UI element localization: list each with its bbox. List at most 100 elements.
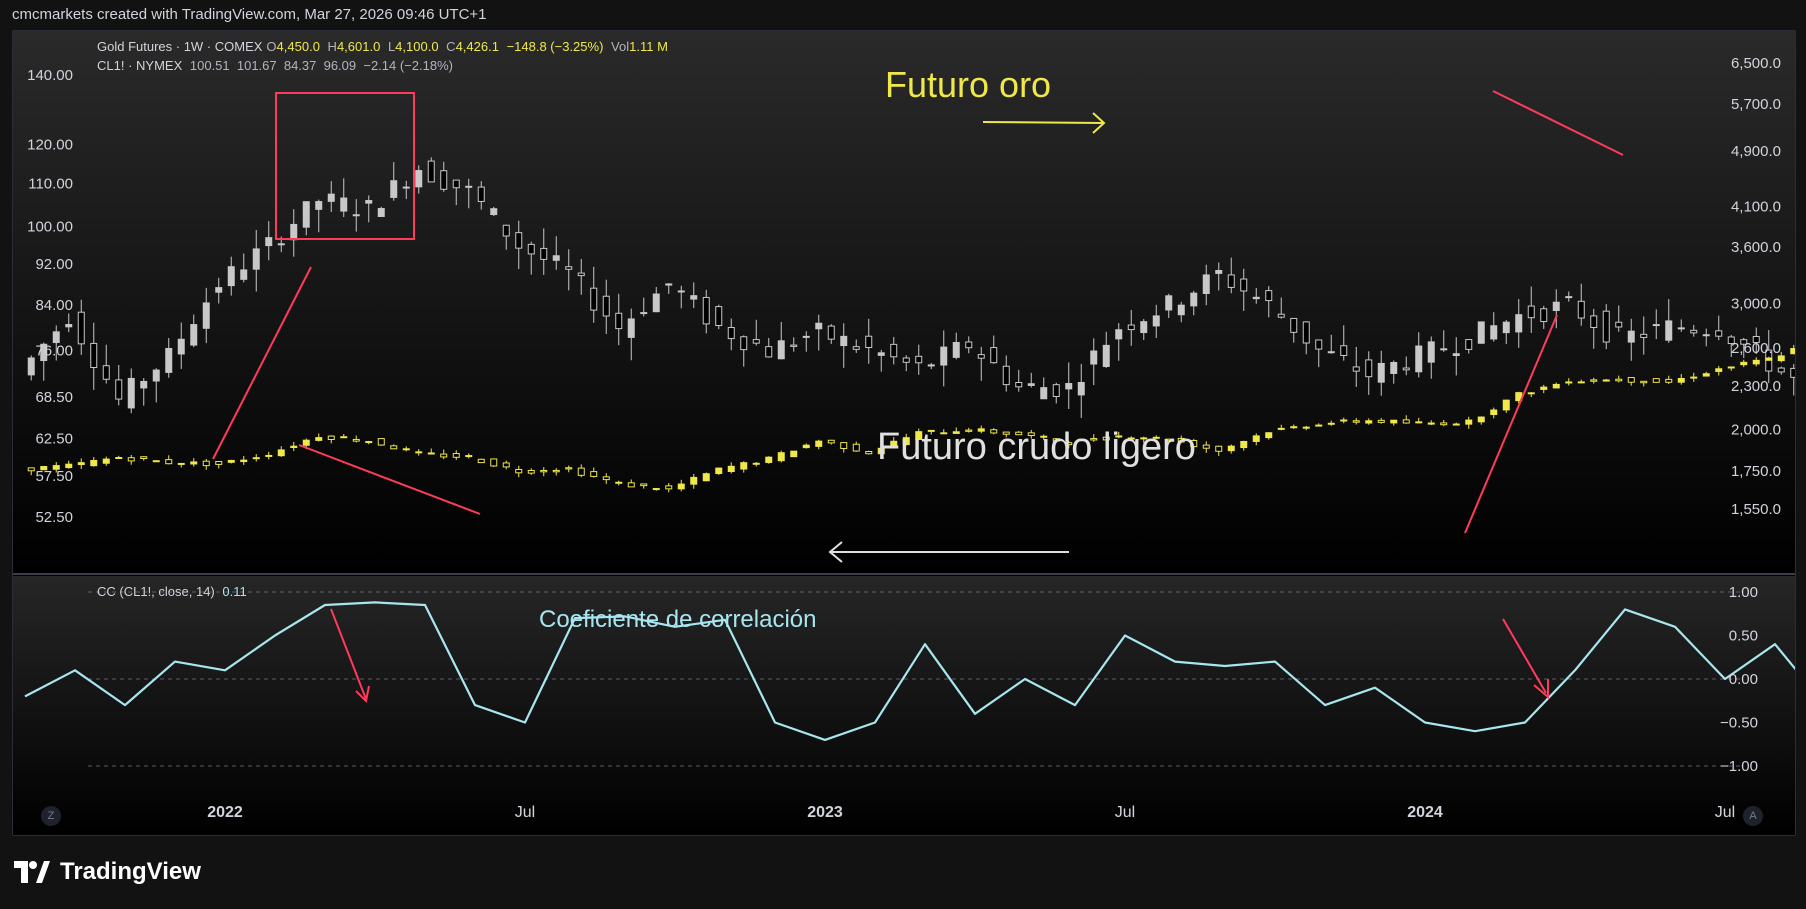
- candle-body: [990, 347, 998, 364]
- candle-body: [765, 456, 773, 463]
- chart-canvas[interactable]: 1.00 0.50 0.00 −0.50 −1.00 140.00 120.00 110.0…: [13, 31, 1795, 835]
- candle-body: [40, 343, 48, 362]
- candle-body: [1277, 313, 1285, 318]
- crude-candle: [1615, 305, 1623, 332]
- crude-candle: [340, 178, 348, 218]
- crude-candle: [1552, 289, 1560, 329]
- candle-body: [577, 467, 585, 476]
- gold-candle: [1390, 419, 1398, 426]
- crude-candle: [1752, 327, 1760, 355]
- crude-candle: [940, 330, 948, 387]
- candle-body: [977, 354, 985, 359]
- cc-y-tick-label: 0.00: [1729, 671, 1758, 688]
- candle-body: [590, 471, 598, 477]
- gold-volume: 1.11 M: [629, 39, 668, 54]
- candle-body: [65, 463, 73, 469]
- crude-candle: [1452, 337, 1460, 376]
- candle-body: [1690, 329, 1698, 334]
- candle-body: [402, 448, 410, 451]
- crude-candle: [40, 342, 48, 381]
- candle-body: [1377, 362, 1385, 383]
- crude-candle: [315, 199, 323, 233]
- candle-body: [1127, 324, 1135, 331]
- y-right-tick-label: 4,900.0: [1731, 143, 1781, 160]
- candle-body: [1615, 321, 1623, 328]
- tradingview-logo[interactable]: TradingView: [14, 858, 201, 886]
- candle-body: [1290, 426, 1298, 429]
- candle-body: [1440, 348, 1448, 351]
- gold-symbol[interactable]: Gold Futures · 1W · COMEX: [97, 39, 263, 54]
- crude-candle: [1190, 290, 1198, 316]
- crude-candle: [715, 304, 723, 330]
- gold-candle: [1377, 418, 1385, 424]
- candle-body: [440, 170, 448, 190]
- candle-body: [27, 357, 35, 376]
- crude-candle: [377, 206, 385, 217]
- candle-body: [990, 429, 998, 434]
- chart-frame[interactable]: 1.00 0.50 0.00 −0.50 −1.00 140.00 120.00 110.0…: [12, 30, 1796, 836]
- candle-body: [977, 428, 985, 432]
- candle-body: [1315, 424, 1323, 427]
- candle-body: [1777, 367, 1785, 373]
- gold-high: 4,601.0: [336, 39, 381, 54]
- candle-body: [1502, 399, 1510, 411]
- cc-annotation-title: Coeficiente de correlación: [539, 606, 817, 633]
- candle-body: [1565, 296, 1573, 299]
- candle-body: [602, 476, 610, 481]
- crude-candle: [640, 297, 648, 317]
- candle-body: [677, 290, 685, 293]
- candle-body: [52, 465, 60, 470]
- tradingview-logo-icon: [14, 861, 50, 883]
- gold-candle: [1752, 357, 1760, 367]
- candle-body: [65, 324, 73, 328]
- gold-candle: [1340, 417, 1348, 424]
- candle-body: [1665, 320, 1673, 341]
- gold-candle: [1277, 424, 1285, 431]
- annotations: Futuro oro Futuro crudo ligero Coeficiente…: [212, 64, 1624, 704]
- gold-candle: [827, 439, 835, 445]
- candle-body: [490, 458, 498, 467]
- candle-body: [1627, 330, 1635, 343]
- candle-body: [1515, 314, 1523, 333]
- gold-candle: [415, 449, 423, 456]
- candle-body: [140, 456, 148, 459]
- candle-body: [240, 269, 248, 280]
- candle-body: [1240, 278, 1248, 292]
- y-right-tick-label: 6,500.0: [1731, 55, 1781, 72]
- crude-candle: [27, 355, 35, 381]
- candle-body: [790, 344, 798, 347]
- auto-scale-right-button[interactable]: A: [1743, 806, 1763, 826]
- gold-candle: [627, 479, 635, 488]
- candle-body: [1215, 445, 1223, 452]
- candle-body: [1265, 290, 1273, 302]
- candle-body: [1565, 381, 1573, 384]
- crude-symbol[interactable]: CL1! · NYMEX: [97, 58, 183, 73]
- y-left-tick-label: 57.50: [35, 468, 73, 485]
- candle-body: [1415, 421, 1423, 424]
- candle-body: [815, 322, 823, 330]
- crude-candle: [352, 199, 360, 232]
- candle-body: [927, 429, 935, 432]
- candle-body: [1265, 432, 1273, 439]
- gold-vol-label: Vol: [611, 39, 630, 54]
- candle-body: [140, 380, 148, 389]
- candle-body: [740, 462, 748, 470]
- crude-candle: [165, 338, 173, 378]
- candle-body: [1465, 339, 1473, 350]
- auto-scale-left-button[interactable]: Z: [41, 806, 61, 826]
- candle-body: [27, 467, 35, 472]
- crude-candle: [1652, 309, 1660, 340]
- cc-label[interactable]: CC (CL1!, close, 14): [97, 584, 215, 599]
- crude-candle: [140, 378, 148, 406]
- candle-body: [1590, 379, 1598, 382]
- crude-candle: [1227, 257, 1235, 294]
- crude-candle: [90, 322, 98, 390]
- candle-body: [1677, 327, 1685, 330]
- candle-body: [265, 237, 273, 247]
- gold-candle: [1490, 407, 1498, 419]
- crude-candle: [302, 201, 310, 236]
- gold-candle: [1190, 438, 1198, 449]
- candle-body: [677, 483, 685, 490]
- gold-candle: [527, 468, 535, 475]
- candle-body: [1052, 384, 1060, 397]
